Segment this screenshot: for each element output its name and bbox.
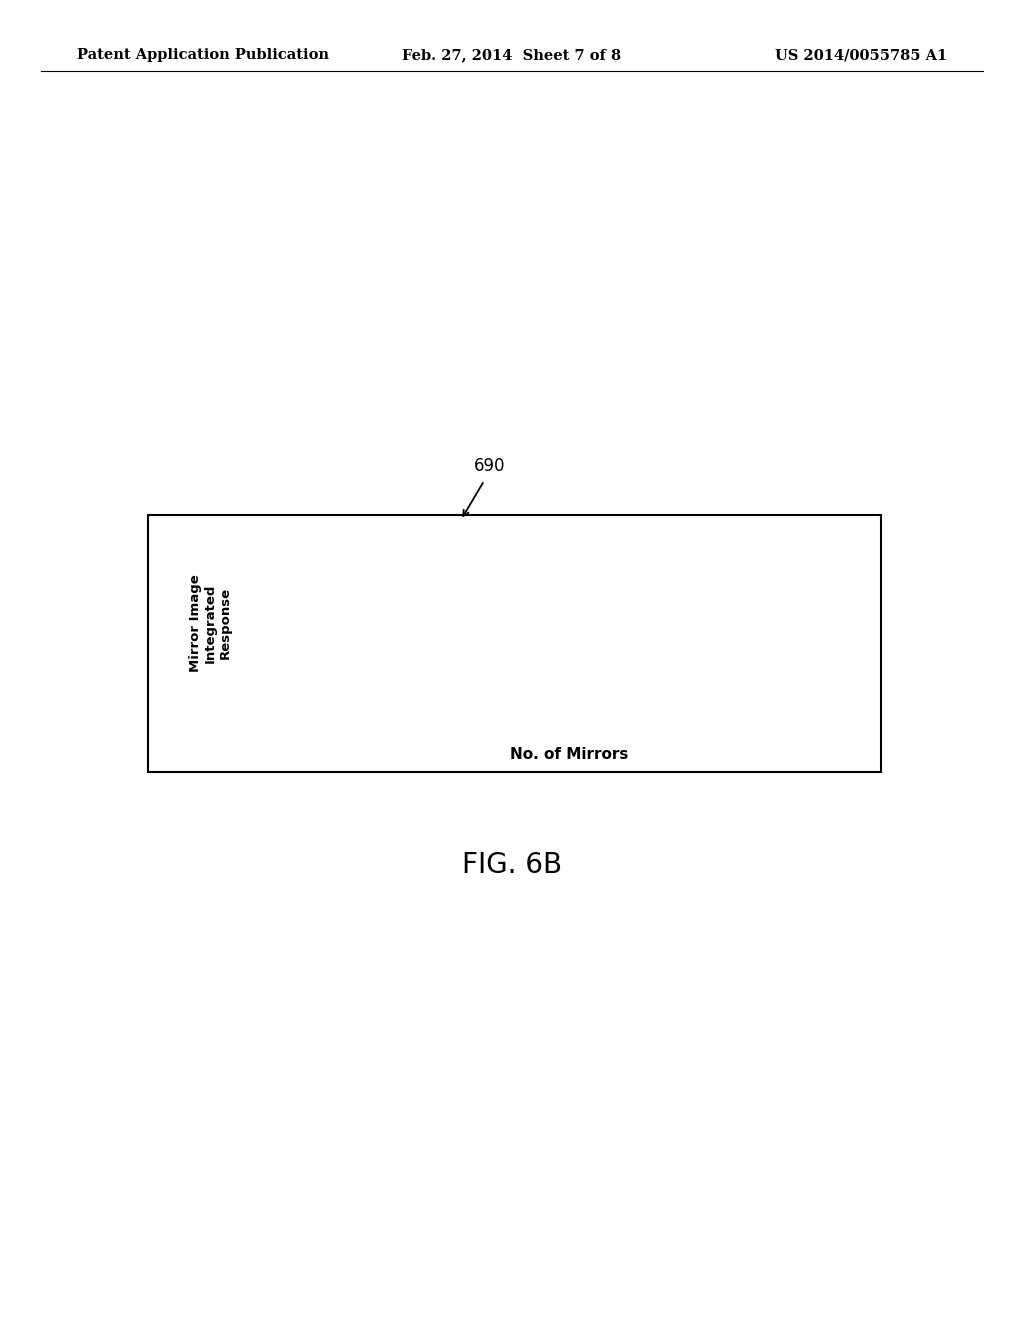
Text: No. of Mirrors: No. of Mirrors	[510, 747, 629, 762]
Text: FIG. 6B: FIG. 6B	[462, 850, 562, 879]
Text: US 2014/0055785 A1: US 2014/0055785 A1	[775, 49, 947, 62]
Point	[349, 690, 366, 711]
Text: Slope = response/mirror: Slope = response/mirror	[562, 651, 740, 667]
Point	[496, 644, 512, 665]
Text: Mirror Image
Integrated
Response: Mirror Image Integrated Response	[189, 574, 232, 672]
Text: Patent Application Publication: Patent Application Publication	[77, 49, 329, 62]
Point	[715, 574, 731, 595]
Point	[422, 667, 438, 688]
Text: 690: 690	[474, 457, 505, 475]
Point	[568, 620, 585, 642]
Point	[788, 550, 805, 572]
Point	[642, 597, 658, 618]
Text: Feb. 27, 2014  Sheet 7 of 8: Feb. 27, 2014 Sheet 7 of 8	[402, 49, 622, 62]
